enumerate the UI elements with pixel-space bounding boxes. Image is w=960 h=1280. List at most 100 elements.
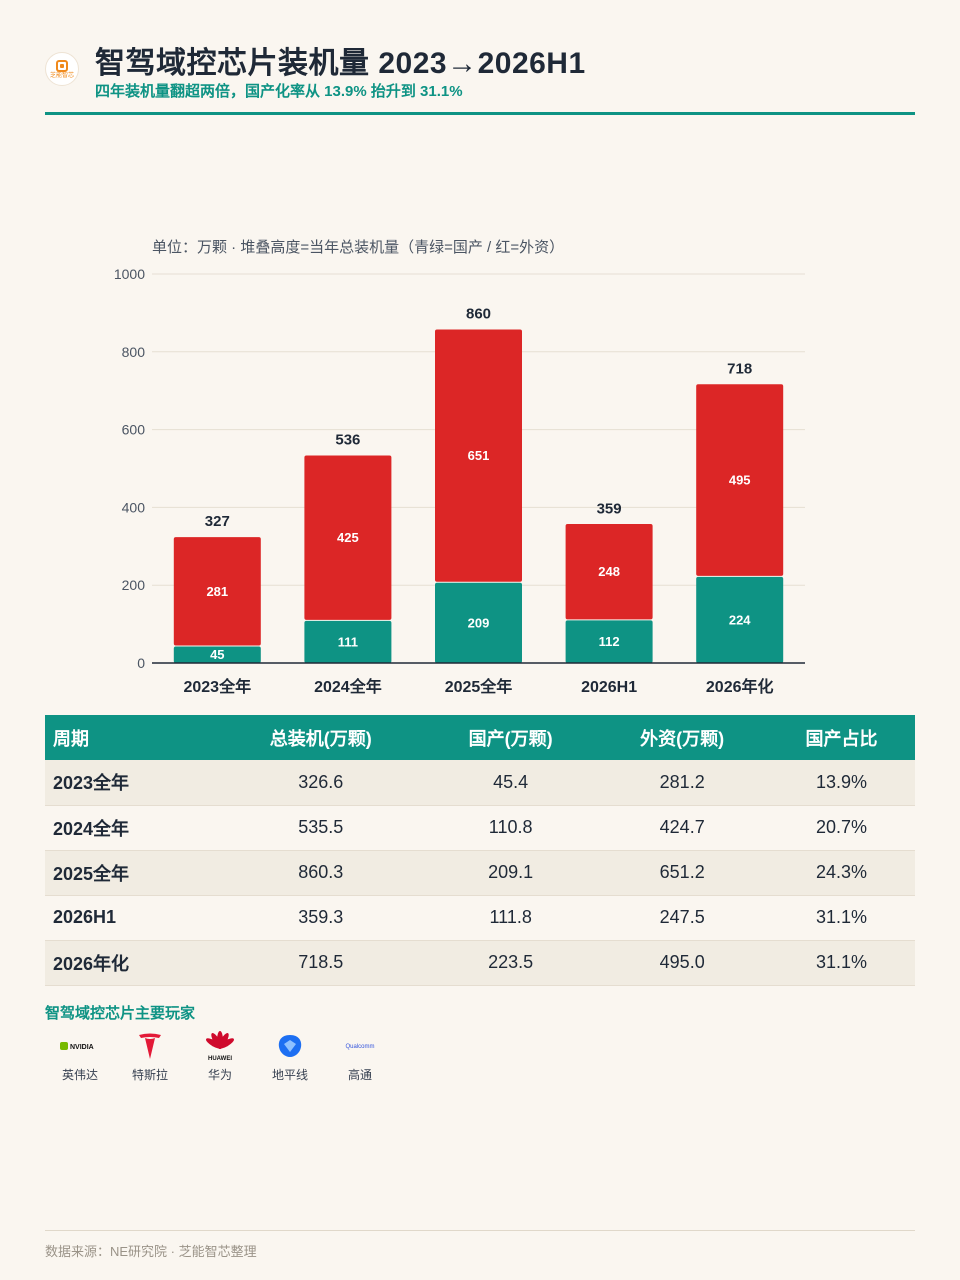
footer-divider bbox=[45, 1230, 915, 1231]
bar-segment-domestic bbox=[173, 646, 261, 663]
table-row: 2024全年 535.5 110.8 424.7 20.7% bbox=[45, 805, 915, 851]
table-row: 2023全年 326.6 45.4 281.2 13.9% bbox=[45, 760, 915, 806]
table-cell: 424.7 bbox=[596, 805, 768, 851]
table-header-row: 周期 总装机(万颗) 国产(万颗) 外资(万颗) 国产占比 bbox=[45, 715, 915, 760]
stacked-bar-chart: 单位：万颗 · 堆叠高度=当年总装机量（青绿=国产 / 红=外资） 0 200 400… bbox=[114, 239, 805, 696]
players-title: 智驾域控芯片主要玩家 bbox=[45, 1005, 196, 1022]
chip-icon bbox=[56, 59, 68, 72]
table-cell: 535.5 bbox=[216, 805, 425, 851]
table-cell: 651.2 bbox=[596, 850, 768, 896]
tesla-logo bbox=[137, 1030, 163, 1062]
table-header-cell: 外资(万颗) bbox=[596, 715, 768, 760]
bar-segment-domestic bbox=[696, 576, 784, 663]
y-tick-label: 600 bbox=[122, 422, 146, 438]
data-table: 周期 总装机(万颗) 国产(万颗) 外资(万颗) 国产占比 2023全年 326.6 45.… bbox=[45, 715, 915, 986]
table-cell: 247.5 bbox=[596, 895, 768, 941]
x-category-label: 2023全年 bbox=[183, 677, 251, 696]
table-cell: 718.5 bbox=[216, 940, 425, 986]
player-item: HUAWEI 华为 bbox=[185, 1030, 255, 1083]
table-cell: 860.3 bbox=[216, 850, 425, 896]
bar-segment-foreign bbox=[565, 523, 653, 620]
table-cell: 2024全年 bbox=[45, 805, 217, 851]
table-cell: 45.4 bbox=[424, 760, 597, 806]
page-subtitle: 四年装机量翻超两倍，国产化率从 13.9% 抬升到 31.1% bbox=[95, 83, 463, 100]
huawei-logo: HUAWEI bbox=[202, 1030, 238, 1062]
segment-value-label: 425 bbox=[337, 530, 359, 545]
y-tick-label: 400 bbox=[122, 499, 146, 515]
table-cell: 223.5 bbox=[424, 940, 597, 986]
bar-total-label: 718 bbox=[727, 361, 752, 378]
bar-segment-foreign bbox=[173, 537, 261, 646]
bar-total-label: 327 bbox=[205, 513, 230, 530]
bar-segment-foreign bbox=[435, 329, 522, 582]
table-row: 2025全年 860.3 209.1 651.2 24.3% bbox=[45, 850, 915, 896]
y-tick-label: 0 bbox=[137, 655, 145, 671]
nvidia-logo: NVIDIA bbox=[60, 1030, 100, 1062]
table-cell: 2023全年 bbox=[45, 760, 217, 806]
bar-total-label: 536 bbox=[335, 431, 360, 448]
y-tick-label: 800 bbox=[122, 344, 146, 360]
player-item: 地平线 bbox=[255, 1030, 325, 1083]
source-note: 数据来源：NE研究院 · 芝能智芯整理 bbox=[45, 1244, 257, 1259]
table-cell: 20.7% bbox=[767, 805, 915, 851]
svg-text:HUAWEI: HUAWEI bbox=[208, 1056, 232, 1061]
table-header-cell: 周期 bbox=[45, 715, 217, 760]
table-header-cell: 总装机(万颗) bbox=[216, 715, 425, 760]
segment-value-label: 45 bbox=[210, 647, 224, 662]
page-title: 智驾域控芯片装机量 2023→2026H1 bbox=[95, 47, 586, 80]
table-cell: 359.3 bbox=[216, 895, 425, 941]
table-body: 2023全年 326.6 45.4 281.2 13.9% 2024全年 535.5 110.… bbox=[45, 760, 915, 986]
table-cell: 326.6 bbox=[216, 760, 425, 806]
players-list: NVIDIA 英伟达 特斯拉 HUAWEI 华为 地平线 Qualcomm 高通 bbox=[45, 1030, 395, 1083]
table-cell: 281.2 bbox=[596, 760, 768, 806]
bar-segment-domestic bbox=[304, 620, 392, 663]
player-item: Qualcomm 高通 bbox=[325, 1030, 395, 1083]
brand-logo-text: 芝能智芯 bbox=[49, 72, 74, 79]
segment-value-label: 209 bbox=[468, 615, 490, 630]
player-name: 地平线 bbox=[271, 1068, 308, 1082]
bar-segment-foreign bbox=[696, 384, 784, 576]
bar-segment-foreign bbox=[304, 455, 392, 620]
table-cell: 2026年化 bbox=[45, 940, 217, 986]
table-cell: 31.1% bbox=[767, 895, 915, 941]
chart-note: 单位：万颗 · 堆叠高度=当年总装机量（青绿=国产 / 红=外资） bbox=[152, 239, 564, 256]
qualcomm-logo: Qualcomm bbox=[340, 1030, 380, 1062]
table-cell: 2026H1 bbox=[45, 895, 217, 941]
x-category-label: 2024全年 bbox=[314, 677, 382, 696]
segment-value-label: 281 bbox=[206, 584, 228, 599]
segment-value-label: 248 bbox=[598, 564, 620, 579]
table-cell: 110.8 bbox=[424, 805, 597, 851]
header-divider bbox=[45, 112, 915, 115]
player-name: 英伟达 bbox=[61, 1068, 98, 1082]
table-cell: 2025全年 bbox=[45, 850, 217, 896]
bar-segment-domestic bbox=[565, 620, 653, 663]
bar-total-label: 359 bbox=[597, 500, 622, 517]
table-cell: 111.8 bbox=[424, 895, 597, 941]
table-row: 2026H1 359.3 111.8 247.5 31.1% bbox=[45, 895, 915, 941]
svg-text:Qualcomm: Qualcomm bbox=[345, 1044, 374, 1050]
player-name: 华为 bbox=[207, 1068, 232, 1082]
player-name: 特斯拉 bbox=[131, 1068, 168, 1082]
x-category-label: 2025全年 bbox=[445, 677, 513, 696]
table-header-cell: 国产占比 bbox=[767, 715, 915, 760]
table-row: 2026年化 718.5 223.5 495.0 31.1% bbox=[45, 940, 915, 986]
y-tick-label: 1000 bbox=[114, 266, 145, 282]
table-cell: 31.1% bbox=[767, 940, 915, 986]
bar-total-label: 860 bbox=[466, 305, 491, 322]
x-category-label: 2026H1 bbox=[581, 679, 637, 696]
horizon-logo bbox=[275, 1030, 305, 1062]
segment-value-label: 651 bbox=[468, 448, 490, 463]
table-cell: 24.3% bbox=[767, 850, 915, 896]
segment-value-label: 111 bbox=[338, 634, 358, 649]
bar-segment-domestic bbox=[435, 582, 522, 663]
table-cell: 209.1 bbox=[424, 850, 597, 896]
table-cell: 495.0 bbox=[596, 940, 768, 986]
y-tick-label: 200 bbox=[122, 577, 146, 593]
segment-value-label: 495 bbox=[729, 473, 751, 488]
x-category-label: 2026年化 bbox=[706, 677, 774, 696]
svg-text:NVIDIA: NVIDIA bbox=[70, 1044, 94, 1051]
player-item: NVIDIA 英伟达 bbox=[45, 1030, 115, 1083]
table-header-cell: 国产(万颗) bbox=[424, 715, 597, 760]
player-item: 特斯拉 bbox=[115, 1030, 185, 1083]
table-cell: 13.9% bbox=[767, 760, 915, 806]
